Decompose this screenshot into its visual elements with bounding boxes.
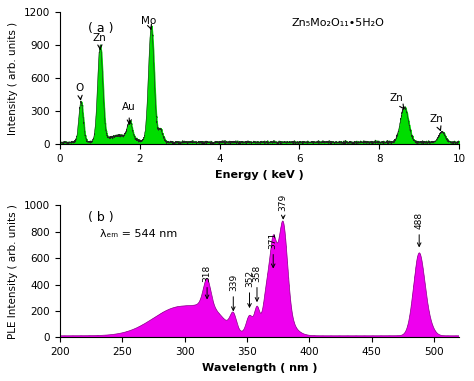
Text: 379: 379 [279, 194, 288, 219]
Text: 371: 371 [269, 232, 278, 267]
Text: Mo: Mo [140, 16, 156, 29]
Text: 488: 488 [415, 212, 424, 247]
Text: 358: 358 [253, 265, 262, 301]
Text: Zn₅Mo₂O₁₁•5H₂O: Zn₅Mo₂O₁₁•5H₂O [292, 18, 384, 27]
Text: Zn: Zn [389, 93, 404, 109]
Text: 352: 352 [245, 270, 254, 307]
Y-axis label: Intensity ( arb. units ): Intensity ( arb. units ) [9, 22, 18, 135]
X-axis label: Wavelength ( nm ): Wavelength ( nm ) [202, 363, 317, 373]
Text: O: O [75, 83, 83, 99]
Text: ( a ): ( a ) [88, 22, 113, 35]
Text: ( b ): ( b ) [88, 211, 113, 224]
Text: Zn: Zn [92, 33, 106, 49]
Text: Zn: Zn [429, 114, 443, 130]
Text: Au: Au [122, 102, 136, 124]
Text: 318: 318 [202, 265, 211, 299]
X-axis label: Energy ( keV ): Energy ( keV ) [215, 170, 304, 179]
Y-axis label: PLE Intensity ( arb. units ): PLE Intensity ( arb. units ) [9, 204, 18, 339]
Text: 339: 339 [229, 274, 238, 311]
Text: λₑₘ = 544 nm: λₑₘ = 544 nm [100, 229, 177, 239]
